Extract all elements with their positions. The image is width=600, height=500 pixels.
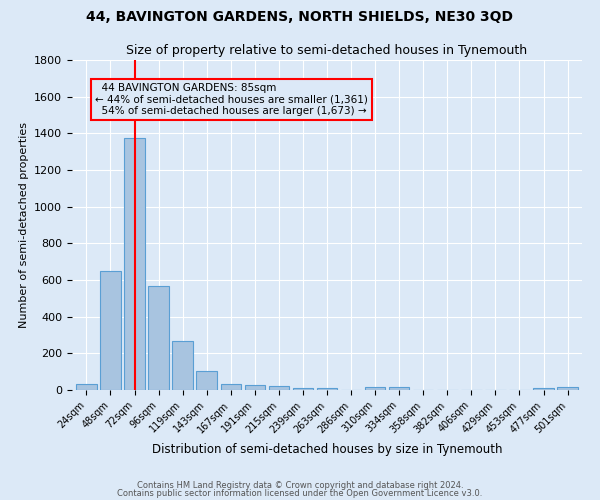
Bar	[76, 384, 97, 390]
Bar	[196, 371, 217, 390]
Y-axis label: Number of semi-detached properties: Number of semi-detached properties	[19, 122, 29, 328]
Bar	[293, 388, 313, 390]
Text: Contains public sector information licensed under the Open Government Licence v3: Contains public sector information licen…	[118, 488, 482, 498]
Text: Contains HM Land Registry data © Crown copyright and database right 2024.: Contains HM Land Registry data © Crown c…	[137, 481, 463, 490]
Bar	[533, 388, 554, 390]
Bar	[317, 388, 337, 390]
Text: 44, BAVINGTON GARDENS, NORTH SHIELDS, NE30 3QD: 44, BAVINGTON GARDENS, NORTH SHIELDS, NE…	[86, 10, 514, 24]
Bar	[269, 386, 289, 390]
Bar	[245, 385, 265, 390]
Bar	[221, 384, 241, 390]
Bar	[100, 271, 121, 390]
X-axis label: Distribution of semi-detached houses by size in Tynemouth: Distribution of semi-detached houses by …	[152, 443, 502, 456]
Bar	[148, 286, 169, 390]
Title: Size of property relative to semi-detached houses in Tynemouth: Size of property relative to semi-detach…	[127, 44, 527, 58]
Bar	[124, 138, 145, 390]
Bar	[172, 340, 193, 390]
Bar	[365, 386, 385, 390]
Text: 44 BAVINGTON GARDENS: 85sqm
← 44% of semi-detached houses are smaller (1,361)
  : 44 BAVINGTON GARDENS: 85sqm ← 44% of sem…	[95, 83, 368, 116]
Bar	[557, 388, 578, 390]
Bar	[389, 387, 409, 390]
